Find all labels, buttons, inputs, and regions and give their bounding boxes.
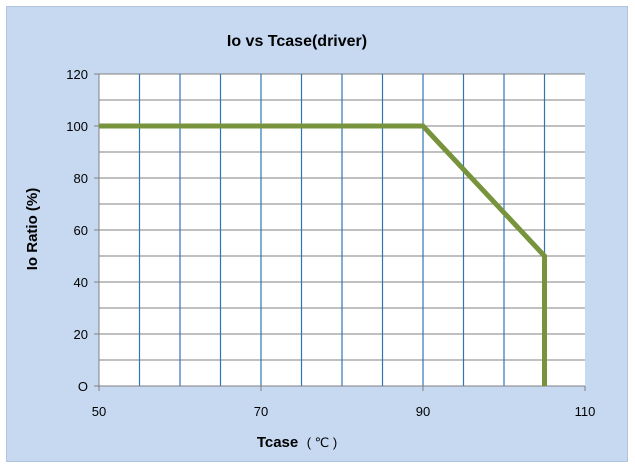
x-tick-label: 70: [254, 404, 268, 419]
chart-title: Io vs Tcase(driver): [227, 33, 367, 50]
x-axis-label: Tcase: [257, 434, 298, 451]
x-axis-unit: ( ℃ ): [307, 435, 337, 450]
y-tick-label: 40: [74, 275, 88, 290]
series-group: [99, 123, 547, 386]
x-tick-label: 110: [575, 404, 596, 419]
y-tick-label: 120: [66, 67, 88, 82]
x-axis-label-group: Tcase ( ℃ ): [257, 434, 337, 451]
y-tick-label: 80: [74, 171, 88, 186]
y-tick-label: O: [78, 379, 88, 394]
tick-labels: O 20 40 60 80 100 120 50 70 90 110: [66, 67, 595, 419]
series-line: [99, 123, 547, 386]
x-tick-label: 50: [92, 404, 106, 419]
y-tick-label: 60: [74, 223, 88, 238]
y-tick-label: 100: [66, 119, 88, 134]
y-tick-label: 20: [74, 327, 88, 342]
y-axis-label: Io Ratio (%): [24, 188, 41, 271]
x-tick-label: 90: [416, 404, 430, 419]
